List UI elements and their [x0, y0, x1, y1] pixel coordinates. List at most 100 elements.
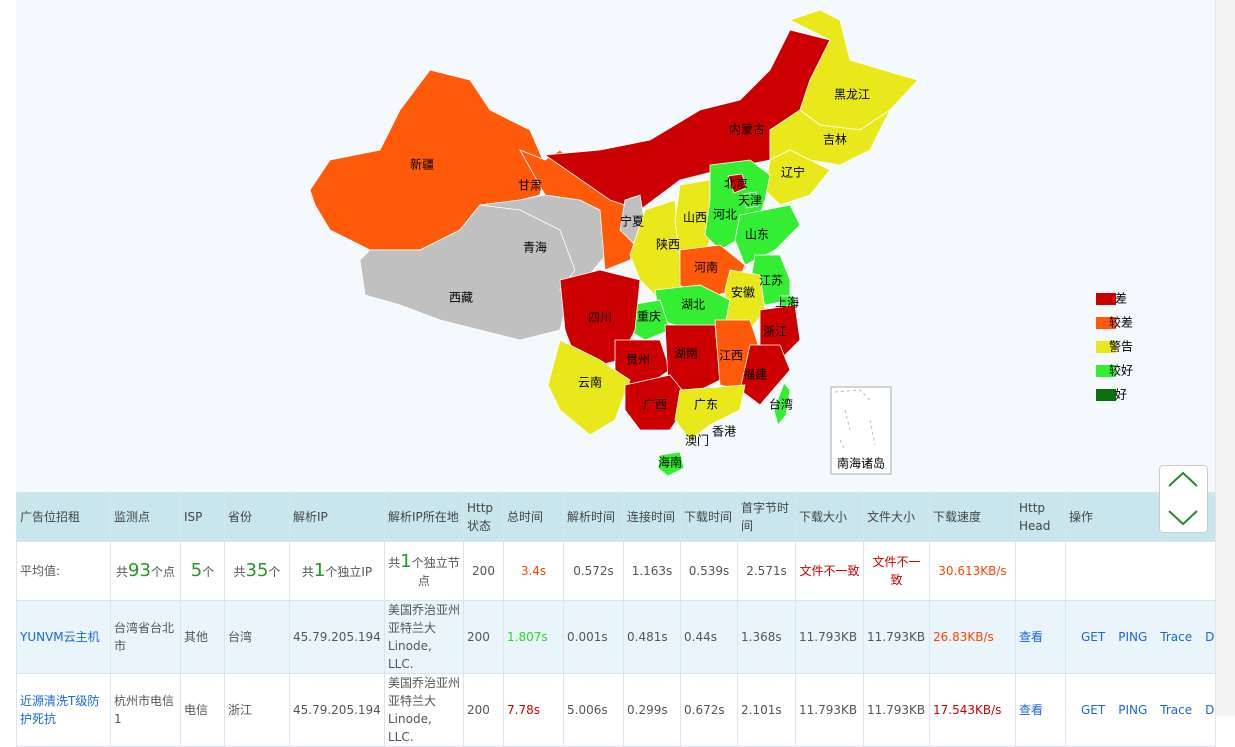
cell-text: 11.793KB — [867, 703, 926, 717]
data-cell: 美国乔治亚州亚特兰大 Linode, LLC. — [384, 600, 464, 674]
count: 35 — [245, 559, 269, 581]
scroll-buttons[interactable] — [1159, 465, 1208, 533]
province-label: 广东 — [694, 398, 718, 412]
cell-text[interactable]: YUNVM云主机 — [20, 630, 100, 644]
cell-text: 11.793KB — [799, 630, 858, 644]
data-cell: 200 — [463, 673, 504, 747]
province-label: 青海 — [523, 240, 547, 255]
province-label: 宁夏 — [620, 214, 644, 229]
count-prefix: 共 — [388, 555, 401, 570]
province-label: 吉林 — [823, 133, 847, 147]
province-label: 甘肃 — [518, 179, 542, 193]
average-cell: 文件不一致 — [795, 541, 864, 601]
data-cell: 1.368s — [737, 600, 796, 674]
province-label: 湖南 — [674, 346, 698, 361]
province — [479, 194, 611, 291]
header-cell: 解析IP — [289, 492, 385, 542]
data-cell: 台湾 — [224, 600, 290, 674]
cell-text: 7.78s — [507, 703, 540, 717]
province-label: 陕西 — [656, 237, 680, 252]
cell-text[interactable]: 查看 — [1019, 630, 1044, 644]
cell-text: 文件不一致 — [872, 555, 921, 587]
cell-text: 30.613KB/s — [938, 564, 1007, 578]
cell-text: 200 — [467, 703, 490, 717]
province-label: 湖北 — [681, 297, 705, 312]
cell-text: 3.4s — [520, 564, 547, 578]
province — [727, 173, 747, 194]
province-label: 澳门 — [685, 433, 709, 448]
op-link[interactable]: Trace — [1160, 703, 1193, 717]
data-cell: 11.793KB — [863, 673, 930, 747]
province-label: 重庆 — [637, 310, 661, 324]
average-cell: 5个 — [180, 541, 225, 601]
province-label: 云南 — [578, 375, 602, 390]
count-suffix: 个 — [202, 564, 215, 579]
data-cell: 0.299s — [623, 673, 681, 747]
average-cell: 共1个独立节点 — [384, 541, 464, 601]
data-cell: 5.006s — [563, 673, 624, 747]
header-cell: 监测点 — [110, 492, 181, 542]
margin — [0, 0, 16, 492]
data-cell: 电信 — [180, 673, 225, 747]
chevrons — [1168, 471, 1198, 526]
op-link[interactable]: PING — [1118, 630, 1148, 644]
cell-text: 1.368s — [741, 630, 782, 644]
average-cell: 共35个 — [224, 541, 290, 601]
op-link[interactable]: Dig — [1205, 703, 1215, 717]
cell-text: 0.44s — [684, 630, 717, 644]
province — [743, 191, 759, 209]
data-cell: 17.543KB/s — [929, 673, 1016, 747]
data-cell: 浙江 — [224, 673, 290, 747]
cell-text: 5.006s — [567, 703, 608, 717]
province-label: 内蒙古 — [729, 122, 765, 137]
cell-text: 0.572s — [573, 564, 614, 578]
header-cell: 下载速度 — [929, 492, 1016, 542]
op-link[interactable]: Trace — [1160, 630, 1193, 644]
empty-cell — [1065, 541, 1216, 601]
op-link[interactable]: PING — [1118, 703, 1148, 717]
header-cell: 连接时间 — [623, 492, 681, 542]
province-label: 贵州 — [626, 353, 650, 367]
legend-label: 差 — [1115, 292, 1127, 306]
op-link[interactable]: GET — [1081, 630, 1106, 644]
cell-text: 45.79.205.194 — [293, 630, 381, 644]
op-link[interactable]: GET — [1081, 703, 1106, 717]
province — [734, 204, 801, 266]
data-cell: GET PING Trace Dig — [1065, 600, 1216, 674]
data-cell: YUNVM云主机 — [16, 600, 111, 674]
province-label: 香港 — [712, 425, 736, 439]
average-cell: 共1个独立IP — [289, 541, 385, 601]
op-link[interactable]: Dig — [1205, 630, 1215, 644]
data-cell: 0.481s — [623, 600, 681, 674]
province-label: 山西 — [683, 211, 707, 225]
cell-text[interactable]: 近源清洗T级防护死抗 — [20, 694, 100, 726]
cell-text: 0.672s — [684, 703, 725, 717]
cell-text: 11.793KB — [799, 703, 858, 717]
data-cell: 11.793KB — [795, 673, 864, 747]
header-cell: 广告位招租 — [16, 492, 111, 542]
data-cell: 7.78s — [503, 673, 564, 747]
inset-label: 南海诸岛 — [837, 456, 885, 471]
data-cell: 近源清洗T级防护死抗 — [16, 673, 111, 747]
cell-text: 11.793KB — [867, 630, 926, 644]
count-prefix: 共 — [233, 564, 246, 579]
province — [674, 384, 746, 441]
up[interactable] — [1168, 471, 1198, 487]
cell-text: 0.481s — [627, 630, 668, 644]
province — [657, 451, 685, 477]
data-cell: 11.793KB — [795, 600, 864, 674]
count: 93 — [128, 559, 151, 581]
header-cell: 总时间 — [503, 492, 564, 542]
data-cell: 杭州市电信1 — [110, 673, 181, 747]
down[interactable] — [1168, 510, 1198, 526]
province-label: 广西 — [643, 398, 667, 412]
cell-text: 17.543KB/s — [933, 703, 1002, 717]
count-prefix: 共 — [116, 564, 129, 579]
data-cell: 美国乔治亚州亚特兰大 Linode, LLC. — [384, 673, 464, 747]
data-cell: 45.79.205.194 — [289, 600, 385, 674]
province — [773, 382, 791, 426]
province-label: 辽宁 — [781, 165, 805, 180]
cell-text: 浙江 — [228, 703, 253, 717]
header-cell: 解析IP所在地 — [384, 492, 464, 542]
cell-text[interactable]: 查看 — [1019, 703, 1044, 717]
